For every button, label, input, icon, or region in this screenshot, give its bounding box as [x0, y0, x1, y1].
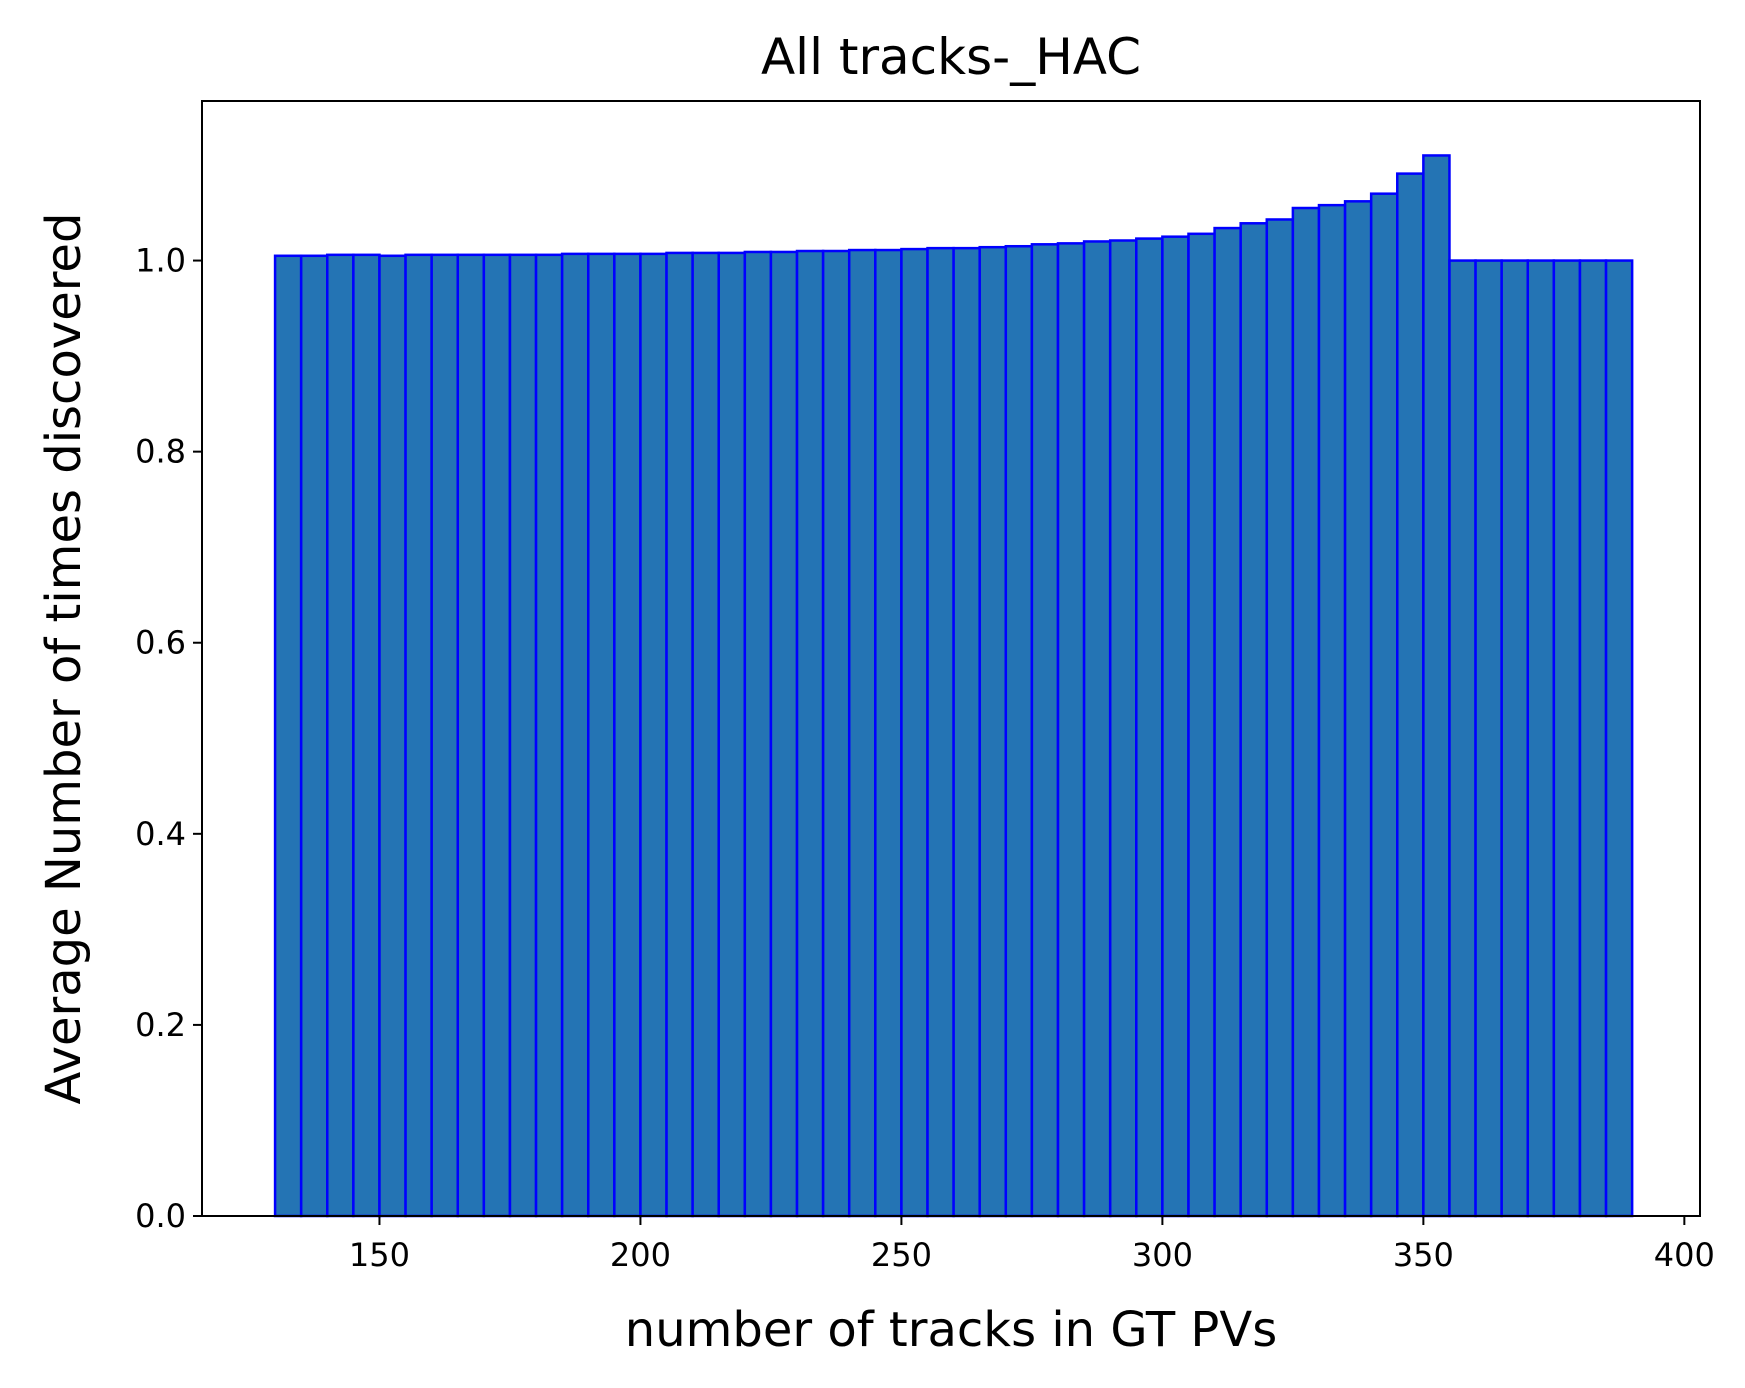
histogram-bar — [560, 252, 590, 1218]
histogram-bar — [926, 246, 955, 1218]
histogram-bar — [1056, 242, 1086, 1218]
histogram-bar — [352, 253, 381, 1218]
histogram-bar — [1500, 259, 1530, 1218]
x-tick-label: 200 — [610, 1236, 671, 1274]
histogram-bar — [534, 253, 564, 1218]
histogram-bar — [586, 252, 616, 1218]
bars-layer — [273, 154, 1634, 1218]
histogram-bar — [273, 254, 303, 1218]
y-tick-label: 0.6 — [135, 624, 186, 662]
histogram-bar — [1604, 259, 1634, 1218]
x-tick-label: 350 — [1393, 1236, 1454, 1274]
histogram-bar — [1474, 259, 1503, 1218]
histogram-bar — [717, 251, 747, 1218]
histogram-bar — [1213, 226, 1242, 1218]
x-tick-label: 250 — [871, 1236, 932, 1274]
histogram-bar — [482, 253, 512, 1218]
histogram-bar — [1030, 243, 1060, 1218]
histogram-bar — [404, 253, 433, 1218]
x-axis-ticks: 150 200 250 300 350 400 — [349, 1216, 1715, 1274]
histogram-bar — [1004, 244, 1034, 1218]
histogram-bar — [508, 253, 538, 1218]
histogram-bar — [900, 247, 929, 1218]
y-tick-label: 0.2 — [135, 1006, 186, 1044]
histogram-bar — [378, 254, 407, 1218]
histogram-bar — [847, 248, 877, 1218]
y-axis-ticks: 0.0 0.2 0.4 0.6 0.8 1.0 — [135, 242, 202, 1235]
histogram-bar — [639, 252, 668, 1218]
histogram-bar — [1291, 206, 1321, 1218]
histogram-bar — [1526, 259, 1556, 1218]
histogram-bar — [1317, 203, 1347, 1218]
x-tick-label: 300 — [1132, 1236, 1193, 1274]
histogram-bar — [299, 254, 329, 1218]
histogram-bar — [1422, 154, 1451, 1218]
histogram-bar — [1187, 232, 1216, 1218]
histogram-bar — [1108, 239, 1138, 1218]
histogram-bar — [691, 251, 720, 1218]
histogram-bar — [665, 251, 694, 1218]
histogram-bar — [769, 250, 799, 1218]
histogram-bar — [952, 246, 981, 1218]
axes-frame — [201, 100, 1701, 1217]
y-tick-label: 0.4 — [135, 815, 186, 853]
histogram-bar — [1082, 240, 1112, 1218]
histogram-bar — [1239, 222, 1269, 1218]
histogram-bar — [326, 253, 355, 1218]
histogram-bar — [1265, 218, 1295, 1218]
chart-title: All tracks-_HAC — [761, 28, 1141, 86]
histogram-bar — [1448, 259, 1477, 1218]
y-tick-label: 0.0 — [135, 1197, 186, 1235]
histogram-bar — [1161, 235, 1190, 1218]
histogram-bar — [1578, 259, 1608, 1218]
histogram-bar — [430, 253, 460, 1218]
histogram-bar — [1369, 192, 1399, 1218]
histogram-bar — [1552, 259, 1582, 1218]
y-tick-label: 1.0 — [135, 242, 186, 280]
histogram-bar — [1135, 237, 1164, 1218]
histogram-bar — [613, 252, 642, 1218]
x-tick-label: 150 — [349, 1236, 410, 1274]
histogram-bar — [456, 253, 486, 1218]
histogram-bar — [874, 248, 903, 1218]
histogram-bar — [821, 249, 851, 1218]
histogram-bar — [1343, 200, 1373, 1218]
x-tick-label: 400 — [1654, 1236, 1715, 1274]
y-axis-title: Average Number of times discovered — [36, 213, 92, 1105]
histogram-bar — [743, 250, 773, 1218]
histogram-bar — [795, 249, 825, 1218]
histogram-bar — [1396, 172, 1425, 1218]
histogram-bar — [978, 245, 1008, 1218]
y-tick-label: 0.8 — [135, 433, 186, 471]
x-axis-title: number of tracks in GT PVs — [625, 1302, 1277, 1358]
